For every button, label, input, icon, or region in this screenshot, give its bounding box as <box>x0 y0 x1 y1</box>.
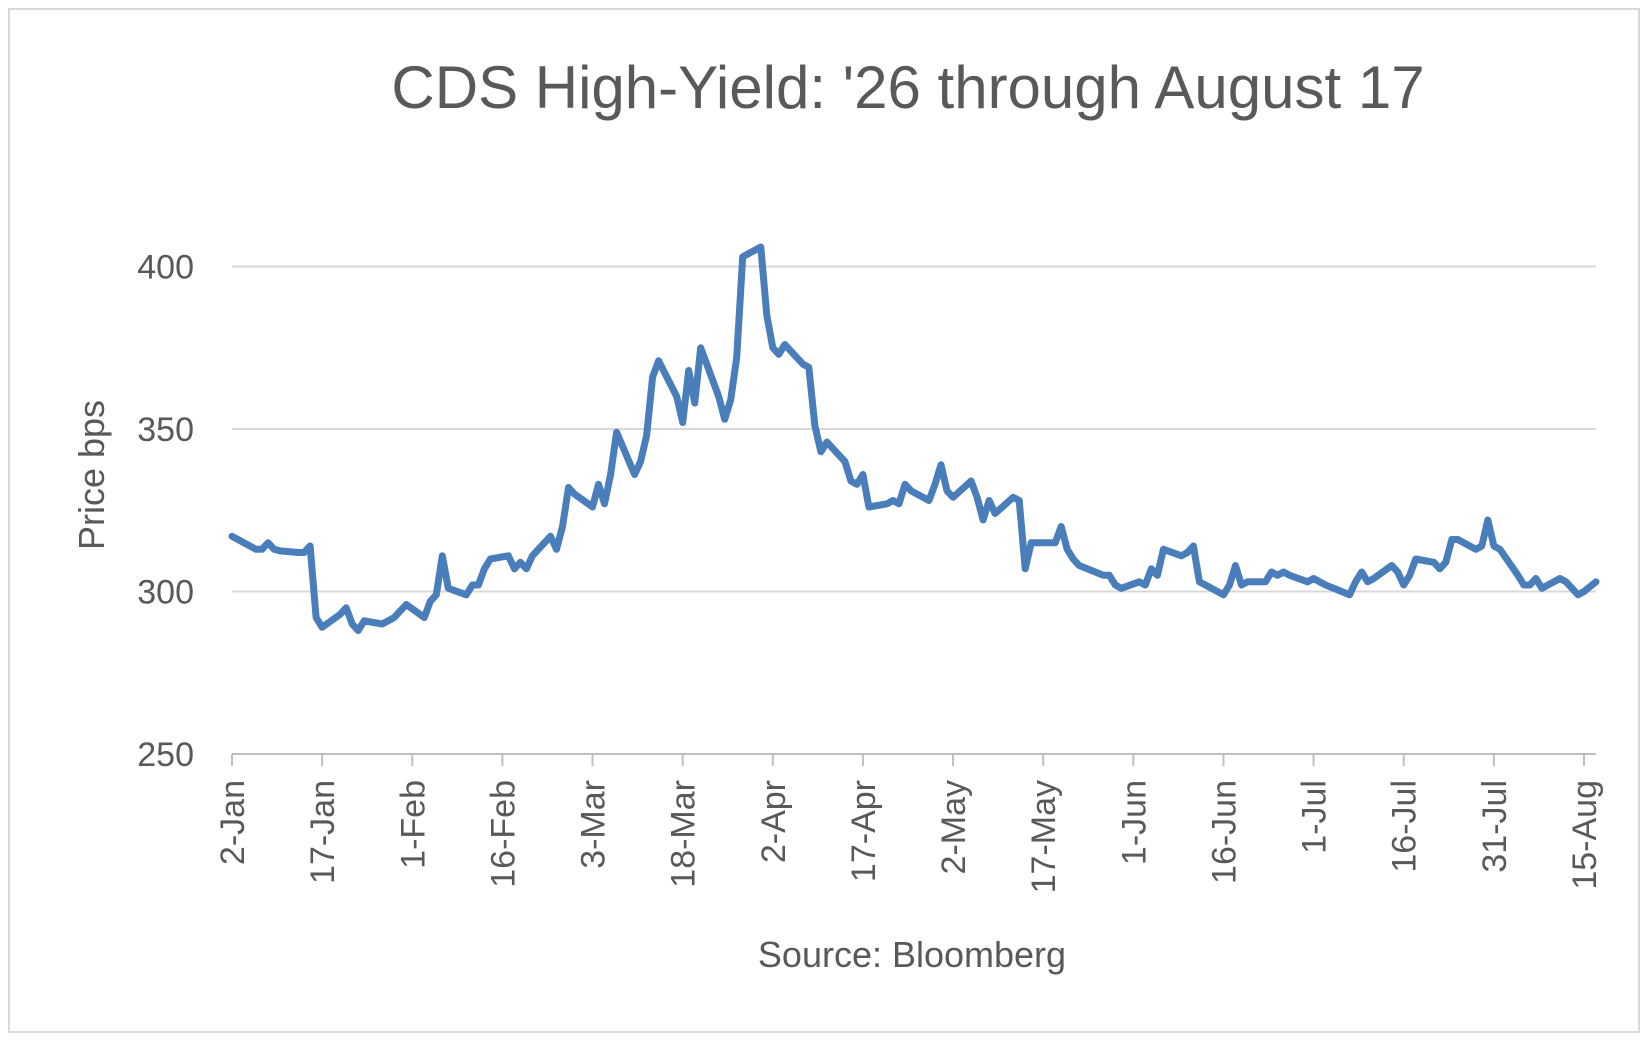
gridlines <box>232 265 1596 593</box>
x-tick-label-17-Apr: 17-Apr <box>845 780 883 882</box>
x-tick-label-15-Aug: 15-Aug <box>1566 780 1604 890</box>
y-tick-label-300: 300 <box>137 574 194 612</box>
y-tick-label-250: 250 <box>137 736 194 774</box>
chart-title: CDS High-Yield: '26 through August 17 <box>391 54 1424 121</box>
x-tick-label-1-Jun: 1-Jun <box>1115 780 1153 865</box>
chart-frame <box>8 8 1640 1033</box>
x-tick-label-17-Jan: 17-Jan <box>304 780 342 884</box>
x-tick-label-2-Jan: 2-Jan <box>214 780 252 865</box>
x-tick-label-31-Jul: 31-Jul <box>1476 780 1514 873</box>
series-line-0 <box>228 243 1600 634</box>
y-axis-ticks: 250 300 350 400 <box>137 249 194 775</box>
x-tick-label-1-Feb: 1-Feb <box>394 780 432 869</box>
x-tick-label-18-Mar: 18-Mar <box>665 780 703 888</box>
x-tick-label-2-Apr: 2-Apr <box>755 780 793 863</box>
y-axis-label: Price bps <box>71 400 112 550</box>
x-tick-label-3-Mar: 3-Mar <box>575 780 613 869</box>
x-tick-label-1-Jul: 1-Jul <box>1296 780 1334 854</box>
y-tick-label-400: 400 <box>137 249 194 287</box>
y-tick-label-350: 350 <box>137 411 194 449</box>
x-tick-label-16-Jun: 16-Jun <box>1205 780 1243 884</box>
x-tick-label-17-May: 17-May <box>1025 780 1063 893</box>
x-tick-label-2-May: 2-May <box>935 780 973 874</box>
x-axis-ticks: 2-Jan 17-Jan 1-Feb 16-Feb 3-Mar 18-Mar 2-Apr 17… <box>214 754 1604 893</box>
x-axis-label: Source: Bloomberg <box>758 934 1066 975</box>
x-tick-label-16-Feb: 16-Feb <box>484 780 522 888</box>
x-tick-label-16-Jul: 16-Jul <box>1386 780 1424 873</box>
series-layer <box>228 243 1600 634</box>
